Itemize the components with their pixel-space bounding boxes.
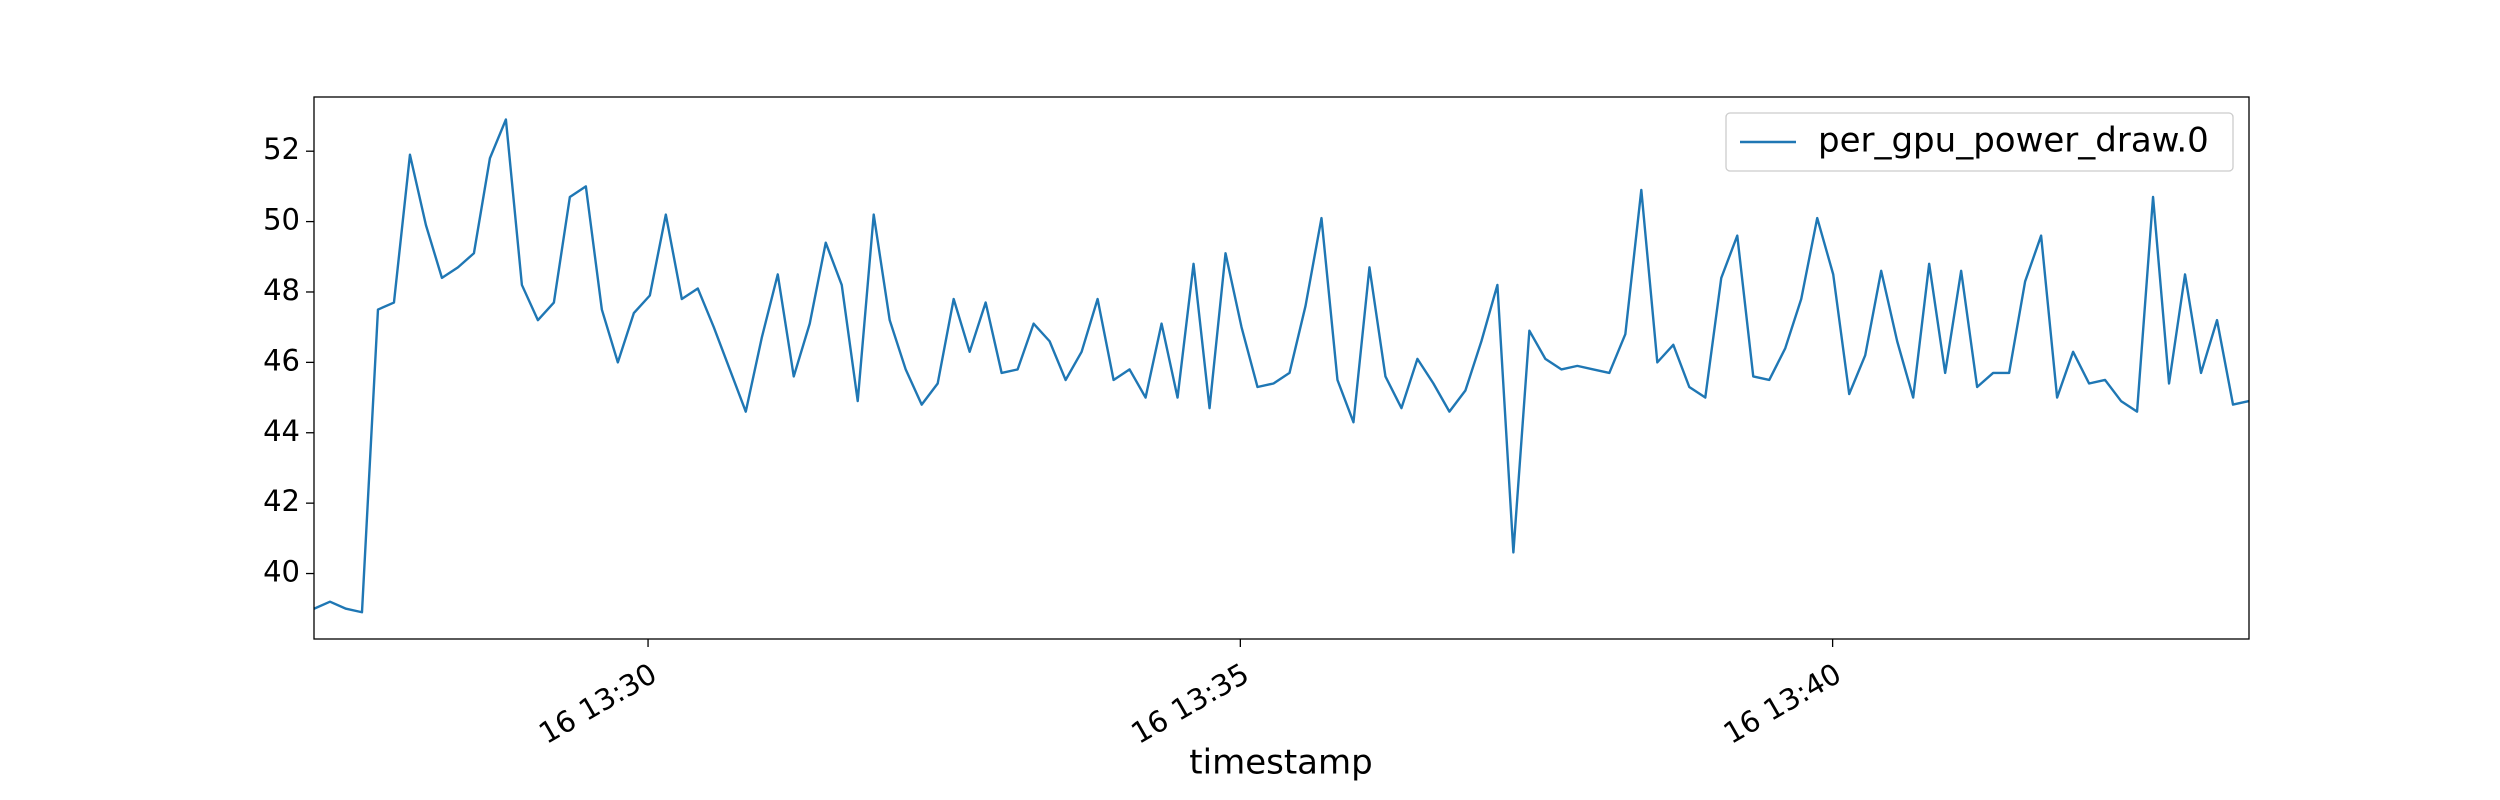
series-line — [313, 118, 2250, 614]
y-tick-label: 42 — [263, 484, 300, 518]
x-tick-label: 16 13:40 — [1718, 656, 1847, 750]
y-tick-label: 50 — [263, 203, 300, 237]
legend-box — [1725, 112, 2234, 172]
y-tick-label: 46 — [263, 343, 300, 377]
y-tick-label: 52 — [263, 132, 300, 166]
y-tick-label: 40 — [263, 555, 300, 589]
x-tick-label: 16 13:30 — [533, 656, 662, 750]
plot-frame — [313, 96, 2250, 640]
x-axis-label: timestamp — [1189, 743, 1372, 783]
y-tick-label: 48 — [263, 273, 300, 307]
y-tick-label: 44 — [263, 414, 300, 448]
x-tick-label: 16 13:35 — [1125, 656, 1254, 750]
legend-label: per_gpu_power_draw.0 — [1818, 121, 2209, 161]
